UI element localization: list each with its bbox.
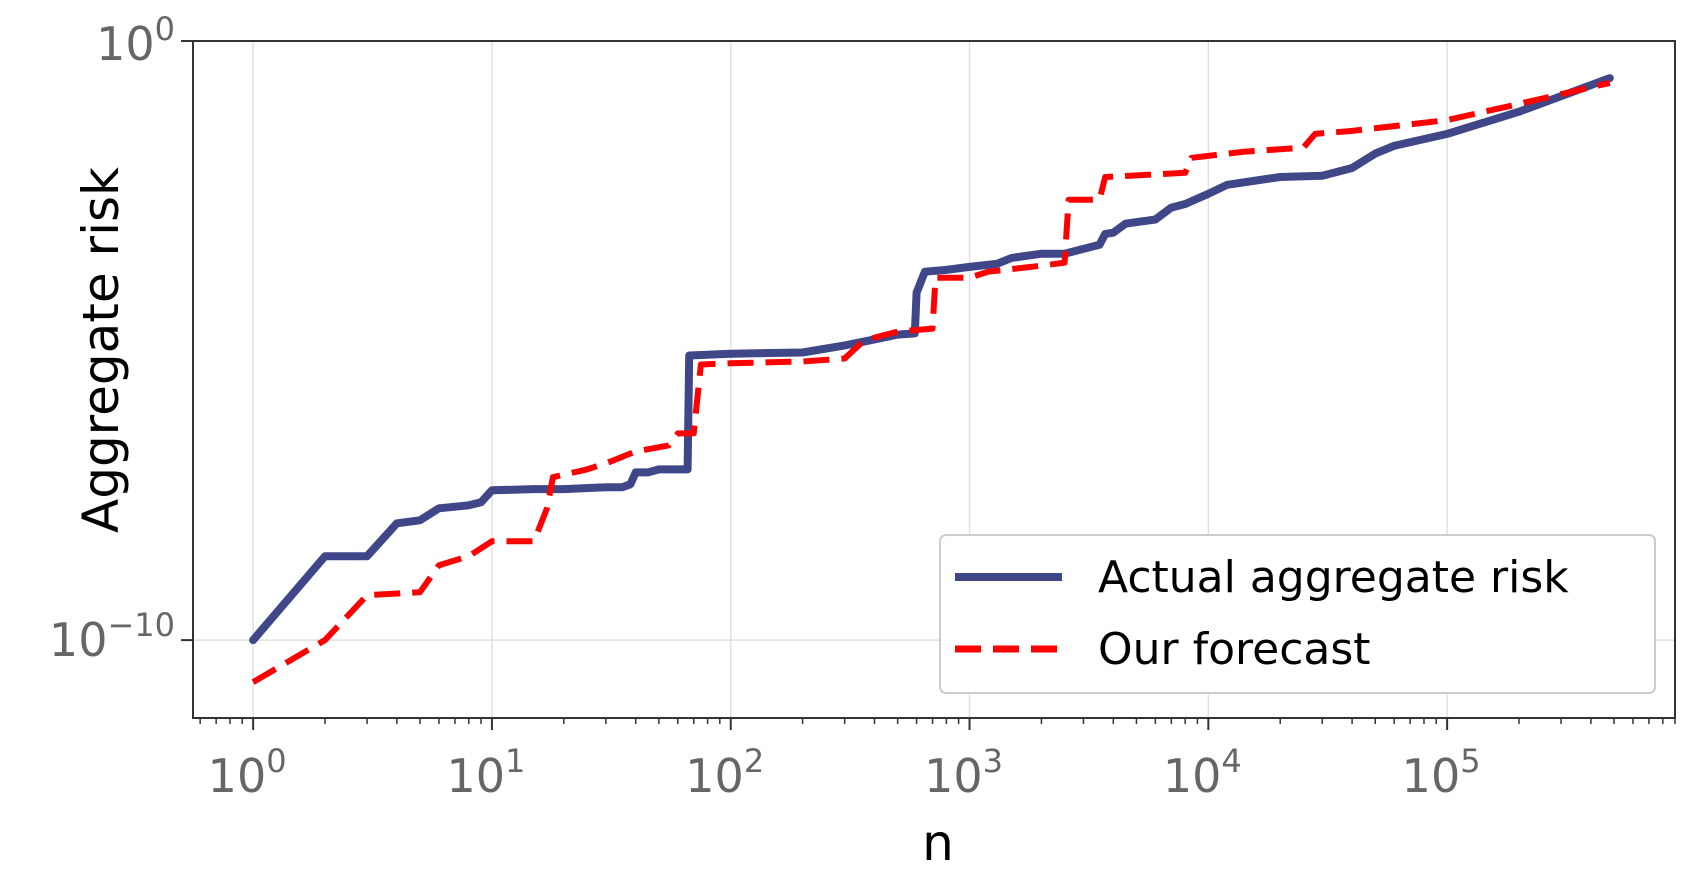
x-tick-base: 10	[685, 749, 744, 803]
axis-ticks	[181, 40, 1676, 730]
legend-box	[939, 534, 1656, 694]
x-axis-title: n	[922, 814, 954, 872]
series-line-forecast	[251, 79, 1611, 685]
y-tick-label: 10−10	[49, 606, 175, 667]
x-tick-base: 10	[208, 749, 267, 803]
y-axis-title: Aggregate risk	[72, 167, 130, 533]
x-tick-base: 10	[1163, 749, 1222, 803]
x-tick-label: 103	[924, 742, 1003, 803]
x-tick-label: 104	[1163, 742, 1242, 803]
plot-lines	[249, 74, 1614, 685]
y-tick-base: 10	[96, 17, 155, 71]
y-tick-label: 100	[96, 10, 175, 71]
y-tick-exponent: 0	[155, 10, 175, 48]
x-tick-label: 105	[1402, 742, 1481, 803]
x-tick-exponent: 5	[1460, 742, 1480, 780]
x-tick-exponent: 1	[505, 742, 525, 780]
legend-label-actual: Actual aggregate risk	[1098, 552, 1569, 603]
x-tick-exponent: 3	[983, 742, 1003, 780]
plot-area-frame	[192, 40, 1676, 719]
x-tick-exponent: 2	[744, 742, 764, 780]
legend: Actual aggregate risk Our forecast	[939, 534, 1656, 694]
x-tick-base: 10	[446, 749, 505, 803]
x-tick-label: 100	[208, 742, 287, 803]
x-axis-tick-labels: 100 101 102 103 104 105	[208, 742, 1481, 803]
x-tick-base: 10	[924, 749, 983, 803]
y-tick-exponent: −10	[107, 606, 175, 644]
x-tick-label: 102	[685, 742, 764, 803]
legend-label-forecast: Our forecast	[1098, 624, 1371, 675]
series-line-actual	[249, 74, 1614, 645]
x-tick-label: 101	[446, 742, 525, 803]
x-tick-base: 10	[1402, 749, 1461, 803]
y-tick-base: 10	[49, 613, 108, 667]
x-tick-exponent: 4	[1221, 742, 1241, 780]
x-tick-exponent: 0	[266, 742, 286, 780]
